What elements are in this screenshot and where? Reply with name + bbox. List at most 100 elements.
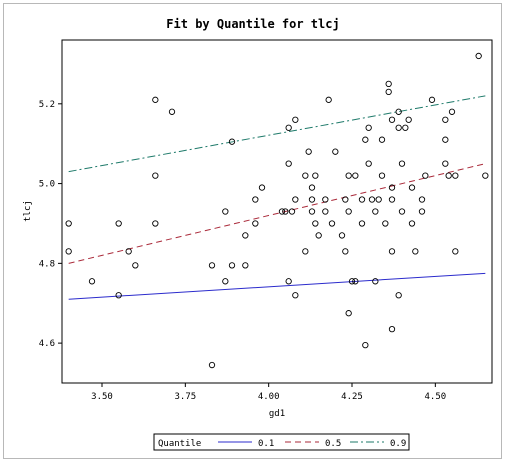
data-point — [242, 232, 249, 239]
data-point — [302, 248, 309, 255]
data-point — [208, 361, 216, 369]
data-point — [292, 196, 299, 203]
data-point — [278, 208, 286, 215]
data-point — [292, 116, 299, 123]
data-point — [258, 184, 266, 191]
data-point — [365, 124, 372, 131]
data-point — [65, 248, 72, 255]
data-point — [292, 292, 299, 299]
data-point — [442, 116, 449, 123]
data-point — [358, 196, 366, 203]
data-point — [315, 232, 322, 239]
y-tick-label: 5.2 — [39, 100, 55, 110]
data-point — [398, 208, 406, 215]
data-point — [385, 88, 392, 95]
data-point — [388, 116, 396, 123]
x-tick-label: 4.50 — [424, 392, 446, 402]
data-point — [242, 262, 249, 269]
data-point — [132, 262, 139, 269]
data-point — [342, 248, 349, 255]
data-point — [395, 108, 402, 115]
data-point — [88, 278, 96, 285]
data-point — [385, 80, 392, 88]
data-point — [312, 172, 319, 179]
data-point — [168, 108, 176, 115]
data-point — [152, 96, 159, 103]
data-point — [308, 184, 316, 191]
y-tick-label: 5.0 — [39, 180, 55, 190]
data-point — [285, 160, 292, 167]
data-point — [345, 172, 352, 179]
data-point — [308, 208, 316, 215]
legend-label: 0.9 — [390, 439, 406, 449]
data-point — [388, 196, 396, 203]
y-tick-label: 4.8 — [39, 259, 55, 269]
y-tick-label: 4.6 — [39, 339, 55, 349]
data-point — [345, 310, 352, 317]
data-point — [452, 172, 459, 179]
legend: Quantile 0.1 0.5 0.9 — [153, 433, 410, 451]
legend-title: Quantile — [158, 439, 201, 449]
data-point — [452, 248, 459, 255]
x-tick-label: 3.50 — [91, 392, 113, 402]
data-point — [482, 172, 489, 179]
data-point — [362, 341, 369, 349]
data-point — [362, 136, 369, 143]
fit-lines — [68, 95, 486, 300]
data-point — [115, 292, 122, 299]
legend-label: 0.1 — [258, 439, 274, 449]
data-point — [372, 208, 379, 215]
data-point — [322, 208, 329, 215]
data-point — [378, 136, 386, 143]
data-point — [445, 172, 452, 179]
fit-line-q01 — [68, 272, 486, 300]
data-point — [365, 160, 372, 167]
data-point — [358, 220, 366, 227]
data-point — [65, 220, 72, 227]
data-point — [152, 172, 159, 179]
data-point — [125, 248, 132, 255]
data-point — [352, 278, 359, 285]
data-point — [308, 196, 316, 203]
data-point — [405, 116, 412, 123]
data-point — [442, 160, 449, 167]
data-point — [422, 172, 429, 179]
legend-box — [153, 433, 410, 451]
data-point — [285, 278, 292, 285]
data-point — [428, 96, 436, 103]
data-point — [115, 220, 122, 227]
data-point — [328, 220, 336, 227]
figure-frame — [3, 3, 502, 459]
data-point — [408, 220, 416, 227]
data-point — [342, 196, 349, 203]
y-axis: 4.6 4.8 5.0 5.2 — [39, 100, 62, 349]
fit-line-q05 — [68, 163, 486, 264]
data-point — [252, 196, 259, 203]
data-point — [252, 220, 259, 227]
x-tick-label: 3.75 — [174, 392, 196, 402]
data-point — [352, 172, 359, 179]
data-point — [402, 124, 409, 131]
data-point — [325, 96, 332, 103]
data-point — [348, 278, 356, 285]
data-point — [222, 278, 229, 285]
legend-label: 0.5 — [325, 439, 341, 449]
x-axis-label: gd1 — [269, 409, 285, 419]
scatter-points — [65, 52, 489, 369]
x-tick-label: 4.25 — [341, 392, 363, 402]
chart-title: Fit by Quantile for tlcj — [166, 17, 339, 31]
data-point — [395, 124, 402, 131]
data-point — [475, 52, 482, 60]
data-point — [442, 136, 449, 143]
data-point — [282, 208, 289, 215]
data-point — [152, 220, 159, 227]
data-point — [285, 124, 292, 131]
x-axis: 3.50 3.75 4.00 4.25 4.50 — [91, 383, 446, 402]
data-point — [222, 208, 229, 215]
data-point — [448, 108, 456, 115]
data-point — [208, 262, 216, 269]
data-point — [302, 172, 309, 179]
x-tick-label: 4.00 — [258, 392, 280, 402]
data-point — [228, 138, 236, 145]
data-point — [228, 262, 236, 269]
